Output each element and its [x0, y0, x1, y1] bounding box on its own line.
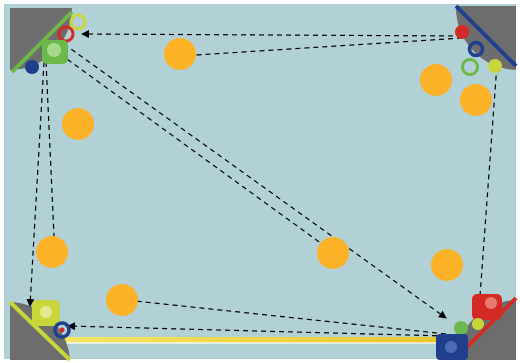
- green-base-units: [25, 13, 87, 74]
- green-ring-unit[interactable]: [461, 58, 479, 76]
- path-red-to-yellow: [67, 322, 447, 337]
- path-green-to-resource: [45, 61, 55, 237]
- supply-progress-bar-highlight: [24, 342, 454, 344]
- blue-ring-unit[interactable]: [467, 40, 485, 58]
- green-base[interactable]: [10, 8, 74, 74]
- green-base-wall: [10, 10, 74, 74]
- supply-progress-bar: [24, 337, 454, 343]
- resource-node[interactable]: [164, 38, 196, 70]
- path-red-to-blue: [479, 63, 501, 297]
- yellow-base[interactable]: [8, 300, 72, 362]
- green-base-bunker: [10, 8, 72, 70]
- movement-paths: [26, 30, 501, 337]
- blue-base-units: [455, 25, 502, 76]
- yellow-ring-unit[interactable]: [69, 13, 87, 31]
- green-square-core: [47, 43, 61, 57]
- blue-dot-unit[interactable]: [25, 60, 39, 74]
- resource-node[interactable]: [420, 64, 452, 96]
- green-dot-unit[interactable]: [454, 321, 468, 335]
- red-square-core: [485, 297, 497, 309]
- resource-node[interactable]: [36, 236, 68, 268]
- resource-node[interactable]: [106, 284, 138, 316]
- resource-node[interactable]: [460, 84, 492, 116]
- blue-ring-unit[interactable]: [53, 321, 71, 339]
- path-blue-to-green: [81, 30, 463, 39]
- path-red-to-resource: [134, 300, 447, 335]
- yellow-base-units: [32, 300, 71, 339]
- red-core: [59, 327, 65, 333]
- resource-node[interactable]: [62, 108, 94, 140]
- red-dot-unit[interactable]: [455, 25, 469, 39]
- path-green-to-red: [63, 43, 447, 319]
- yellow-square-core: [40, 306, 52, 318]
- red-base-units: [436, 294, 502, 360]
- blue-square-core: [445, 341, 457, 353]
- yellow-dot-unit[interactable]: [488, 59, 502, 73]
- yellow-base-wall: [8, 300, 72, 362]
- path-green-to-yellow: [26, 61, 45, 307]
- yellow-dot-unit[interactable]: [472, 318, 484, 330]
- blue-base[interactable]: [454, 4, 518, 70]
- resource-node[interactable]: [431, 249, 463, 281]
- resource-node[interactable]: [317, 237, 349, 269]
- blue-base-wall: [454, 4, 518, 68]
- resource-nodes: [36, 38, 492, 316]
- playfield: [4, 4, 516, 359]
